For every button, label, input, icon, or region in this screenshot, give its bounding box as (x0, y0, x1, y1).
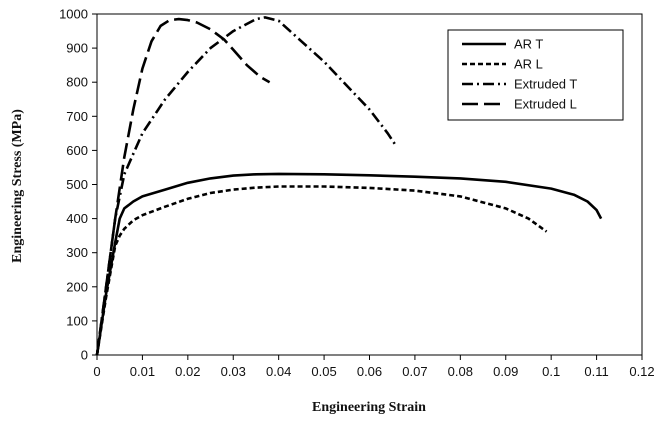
y-tick-label: 700 (66, 109, 88, 124)
y-tick-label: 100 (66, 313, 88, 328)
x-tick-label: 0.06 (357, 364, 382, 379)
y-tick-label: 0 (81, 348, 88, 363)
series-layer (95, 16, 603, 356)
x-tick-label: 0.08 (448, 364, 473, 379)
y-tick-label: 800 (66, 75, 88, 90)
series-line-1 (95, 172, 603, 356)
x-tick-label: 0.12 (629, 364, 654, 379)
axes: 0 0.01 0.02 0.03 0.04 0.05 0.06 0.07 0.08 0.09 0.1… (59, 7, 655, 380)
series-line-3 (95, 16, 398, 356)
x-tick-label: 0.1 (542, 364, 560, 379)
y-tick-label: 400 (66, 211, 88, 226)
x-axis-title: Engineering Strain (312, 400, 426, 415)
y-tick-label: 900 (66, 41, 88, 56)
legend-label-3: Extruded T (514, 77, 577, 92)
x-tick-label: 0.07 (402, 364, 427, 379)
y-tick-label: 200 (66, 279, 88, 294)
x-tick-label: 0.04 (266, 364, 291, 379)
y-axis-title: Engineering Stress (MPa) (10, 109, 25, 263)
x-tick-label: 0.02 (175, 364, 200, 379)
x-tick-label: 0 (93, 364, 100, 379)
y-tick-label: 1000 (59, 7, 88, 22)
x-tick-label: 0.11 (584, 364, 608, 379)
y-tick-label: 600 (66, 143, 88, 158)
legend-label-1: AR T (514, 37, 543, 52)
x-tick-label: 0.05 (311, 364, 336, 379)
legend-label-2: AR L (514, 57, 543, 72)
series-line-4 (95, 17, 271, 356)
x-tick-label: 0.03 (221, 364, 246, 379)
y-tick-label: 500 (66, 177, 88, 192)
legend-label-4: Extruded L (514, 97, 577, 112)
legend: AR T AR L Extruded T Extruded L (447, 29, 624, 121)
y-tick-label: 300 (66, 245, 88, 260)
x-tick-label: 0.01 (130, 364, 155, 379)
x-tick-label: 0.09 (493, 364, 518, 379)
series-line-2 (95, 185, 548, 356)
